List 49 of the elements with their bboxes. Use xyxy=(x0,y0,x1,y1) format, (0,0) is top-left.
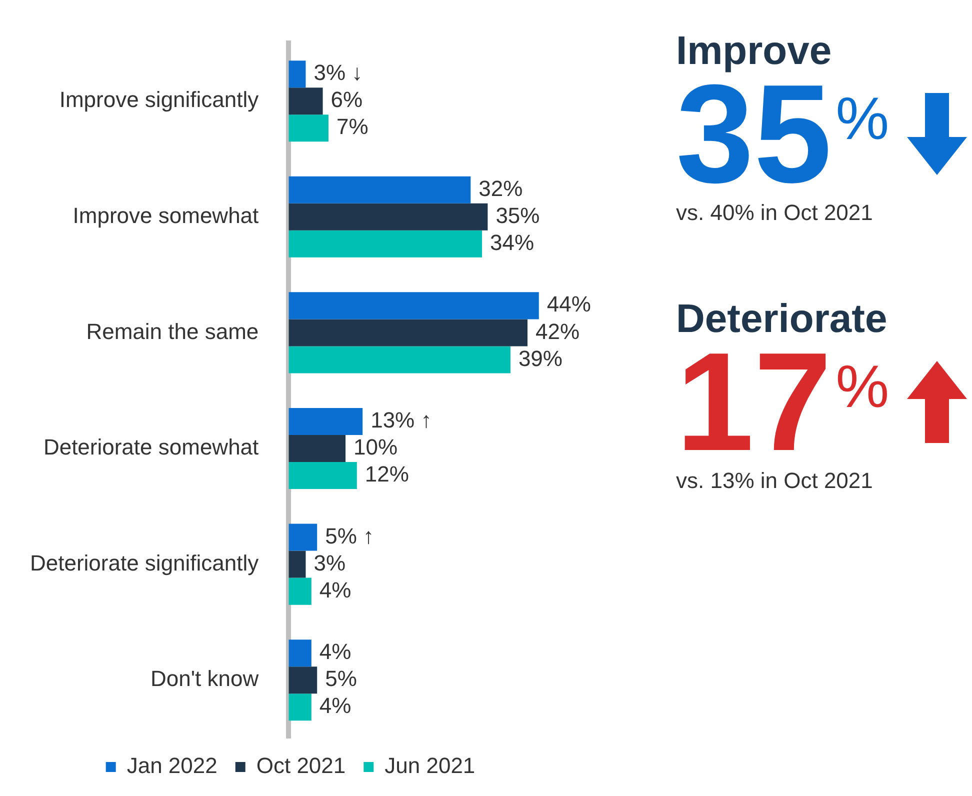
data-label: 12% xyxy=(364,462,409,487)
data-label: 34% xyxy=(490,230,534,255)
data-label: 35% xyxy=(496,202,540,228)
legend-label: Oct 2021 xyxy=(256,753,346,778)
bar xyxy=(288,524,318,551)
text: vs. 13% in Oct 2021 xyxy=(676,468,874,494)
y-tick-label: Deteriorate somewhat xyxy=(43,434,259,460)
y-tick-label: Deteriorate significantly xyxy=(30,550,259,576)
data-label: 7% xyxy=(336,114,368,140)
data-label: 13% ↑ xyxy=(370,408,432,433)
data-label: 4% xyxy=(319,693,352,718)
data-label: 4% xyxy=(319,577,352,602)
text: Deteriorate xyxy=(676,296,888,342)
bar xyxy=(288,694,312,721)
data-label: 6% xyxy=(330,87,363,112)
bar xyxy=(288,203,488,230)
data-label: 3% xyxy=(314,550,346,576)
bar xyxy=(288,176,471,204)
bar xyxy=(288,550,306,578)
data-label: 3% ↓ xyxy=(314,60,363,86)
data-label: 4% xyxy=(319,639,352,664)
data-label: 32% xyxy=(478,176,523,201)
bar xyxy=(288,292,539,320)
bar xyxy=(288,578,312,605)
bar xyxy=(288,408,363,435)
legend-label: Jan 2022 xyxy=(126,753,218,778)
data-label: 5% ↑ xyxy=(325,523,374,548)
bar xyxy=(288,434,346,462)
data-label: 39% xyxy=(518,346,562,371)
data-label: 42% xyxy=(536,318,580,344)
data-label: 44% xyxy=(546,292,591,317)
bar xyxy=(288,640,312,667)
bar xyxy=(288,666,318,694)
bar xyxy=(288,60,306,88)
text: vs. 40% in Oct 2021 xyxy=(676,200,874,226)
y-tick-label: Remain the same xyxy=(86,318,259,344)
y-tick-label: Improve somewhat xyxy=(72,202,259,228)
data-label: 5% xyxy=(325,666,357,692)
bar xyxy=(288,114,328,142)
y-tick-label: Improve significantly xyxy=(59,87,259,112)
text: Improve xyxy=(676,28,833,74)
y-tick-label: Don't know xyxy=(150,666,259,692)
bar xyxy=(288,88,323,115)
bar xyxy=(288,319,528,346)
data-label: 10% xyxy=(354,434,398,460)
legend-label: Jun 2021 xyxy=(384,753,476,778)
bar xyxy=(288,346,510,374)
bar xyxy=(288,462,357,490)
bar xyxy=(288,230,482,258)
